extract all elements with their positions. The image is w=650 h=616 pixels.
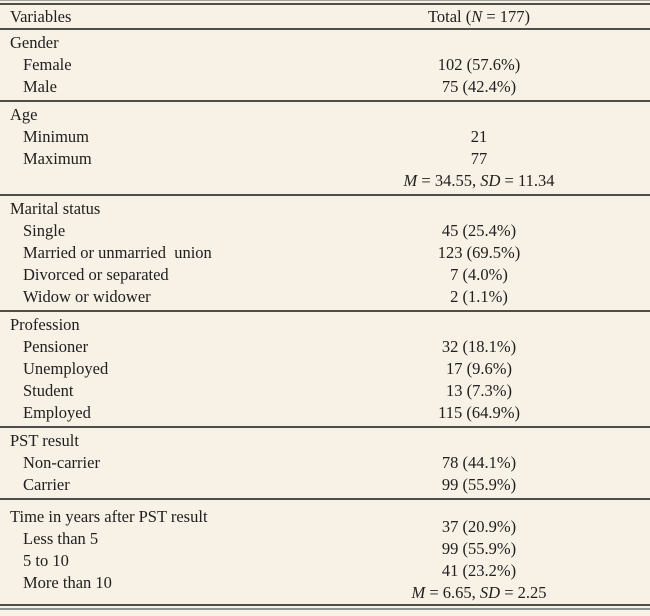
row-label: Carrier xyxy=(23,475,70,494)
row-label: Maximum xyxy=(23,149,92,168)
row-label: Pensioner xyxy=(23,337,89,356)
row-value: 123 (69.5%) xyxy=(437,243,521,262)
row-value: 75 (42.4%) xyxy=(441,77,517,96)
column-header-variables: Variables xyxy=(10,6,72,26)
table-row: Maximum 77 xyxy=(0,148,650,170)
stat-symbol: M xyxy=(403,171,418,190)
row-label: Male xyxy=(23,77,57,96)
row-value: 99 (55.9%) xyxy=(441,475,517,494)
row-value: 7 (4.0%) xyxy=(450,265,508,284)
section-title: Marital status xyxy=(10,199,101,218)
table-section-time-in-years-after-pst-result: Time in years after PST result Less than … xyxy=(0,500,650,604)
table-row: Female 102 (57.6%) xyxy=(0,54,650,76)
table-header-row: Variables Total (N = 177) xyxy=(0,5,650,28)
table-row: Minimum 21 xyxy=(0,126,650,148)
row-label: More than 10 xyxy=(23,573,112,592)
stat-symbol: N xyxy=(471,6,483,26)
row-value: M = 6.65, SD = 2.25 xyxy=(330,582,628,604)
row-label: 5 to 10 xyxy=(23,551,69,570)
row-value: M = 34.55, SD = 11.34 xyxy=(330,171,628,191)
table-row: Carrier 99 (55.9%) xyxy=(0,474,650,496)
row-value: 17 (9.6%) xyxy=(446,359,512,378)
table-section-age: Age Minimum 21 Maximum 77 M = 34.55, SD = 11.… xyxy=(0,102,650,196)
section-title: Gender xyxy=(10,33,59,52)
section-title-row: Profession xyxy=(0,314,650,336)
table-row: M = 34.55, SD = 11.34 xyxy=(0,170,650,192)
row-value: 115 (64.9%) xyxy=(438,403,520,422)
row-value: 45 (25.4%) xyxy=(441,221,517,240)
section-title-row: PST result xyxy=(0,430,650,452)
row-label: Student xyxy=(23,381,74,400)
column-header-total: Total (N = 177) xyxy=(330,7,628,27)
table-row: Married or unmarried union 123 (69.5%) xyxy=(0,242,650,264)
section-values-column: 37 (20.9%) 99 (55.9%) 41 (23.2%) M = 6.65, … xyxy=(330,516,628,604)
section-title-row: Age xyxy=(0,104,650,126)
row-label: Divorced or separated xyxy=(23,265,169,284)
row-label: Less than 5 xyxy=(23,529,99,548)
table-row: Single 45 (25.4%) xyxy=(0,220,650,242)
table-row: Unemployed 17 (9.6%) xyxy=(0,358,650,380)
table-row: Student 13 (7.3%) xyxy=(0,380,650,402)
row-label: Non-carrier xyxy=(23,453,100,472)
row-value: 32 (18.1%) xyxy=(441,337,517,356)
table-section-profession: Profession Pensioner 32 (18.1%) Unemployed 1… xyxy=(0,312,650,428)
text-segment: = 34.55, xyxy=(417,171,481,190)
table-row: Non-carrier 78 (44.1%) xyxy=(0,452,650,474)
section-title-row: Gender xyxy=(0,32,650,54)
section-title: Age xyxy=(10,105,38,124)
stat-symbol: SD xyxy=(479,583,501,602)
text-segment: = 177) xyxy=(482,6,531,26)
text-segment: = 6.65, xyxy=(425,583,480,602)
stat-symbol: M xyxy=(411,583,426,602)
header-bottom-rule xyxy=(0,28,650,30)
text-segment: Total ( xyxy=(427,6,472,26)
row-value: 2 (1.1%) xyxy=(450,287,508,306)
section-title-row: Marital status xyxy=(0,198,650,220)
row-label: Female xyxy=(23,55,72,74)
table-section-marital-status: Marital status Single 45 (25.4%) Married or… xyxy=(0,196,650,312)
table-row: Employed 115 (64.9%) xyxy=(0,402,650,424)
table-section-gender: Gender Female 102 (57.6%) Male 75 (42.4%) xyxy=(0,30,650,102)
row-value: 77 xyxy=(470,149,488,168)
row-value: 21 xyxy=(470,127,488,146)
section-title: Time in years after PST result xyxy=(10,507,208,526)
row-value: 37 (20.9%) xyxy=(441,517,517,536)
row-label: Minimum xyxy=(23,127,90,146)
row-value: 41 (23.2%) xyxy=(441,561,517,580)
text-segment: = 11.34 xyxy=(500,171,555,190)
table-row: Divorced or separated 7 (4.0%) xyxy=(0,264,650,286)
section-labels-column: Time in years after PST result Less than … xyxy=(0,506,330,594)
row-value: 102 (57.6%) xyxy=(437,55,521,74)
table-section-pst-result: PST result Non-carrier 78 (44.1%) Carrier 99… xyxy=(0,428,650,500)
table-bottom-inner-rule xyxy=(0,604,650,606)
row-label: Married or unmarried union xyxy=(23,243,212,262)
table-top-outer-rule xyxy=(0,0,650,1)
table-bottom-outer-rule xyxy=(0,608,650,610)
section-title: Profession xyxy=(10,315,80,334)
row-value: 13 (7.3%) xyxy=(446,381,512,400)
row-label: Single xyxy=(23,221,66,240)
stat-symbol: SD xyxy=(480,171,501,190)
text-segment: = 2.25 xyxy=(500,583,547,602)
row-value: 99 (55.9%) xyxy=(441,539,517,558)
section-title: PST result xyxy=(10,431,79,450)
table-body: Gender Female 102 (57.6%) Male 75 (42.4%) Age… xyxy=(0,30,650,604)
table-top-inner-rule xyxy=(0,3,650,5)
table-row: Widow or widower 2 (1.1%) xyxy=(0,286,650,308)
row-label: Employed xyxy=(23,403,91,422)
table-row: Pensioner 32 (18.1%) xyxy=(0,336,650,358)
row-value: 78 (44.1%) xyxy=(441,453,517,472)
row-label: Unemployed xyxy=(23,359,109,378)
table-row: Male 75 (42.4%) xyxy=(0,76,650,98)
row-label: Widow or widower xyxy=(23,287,151,306)
